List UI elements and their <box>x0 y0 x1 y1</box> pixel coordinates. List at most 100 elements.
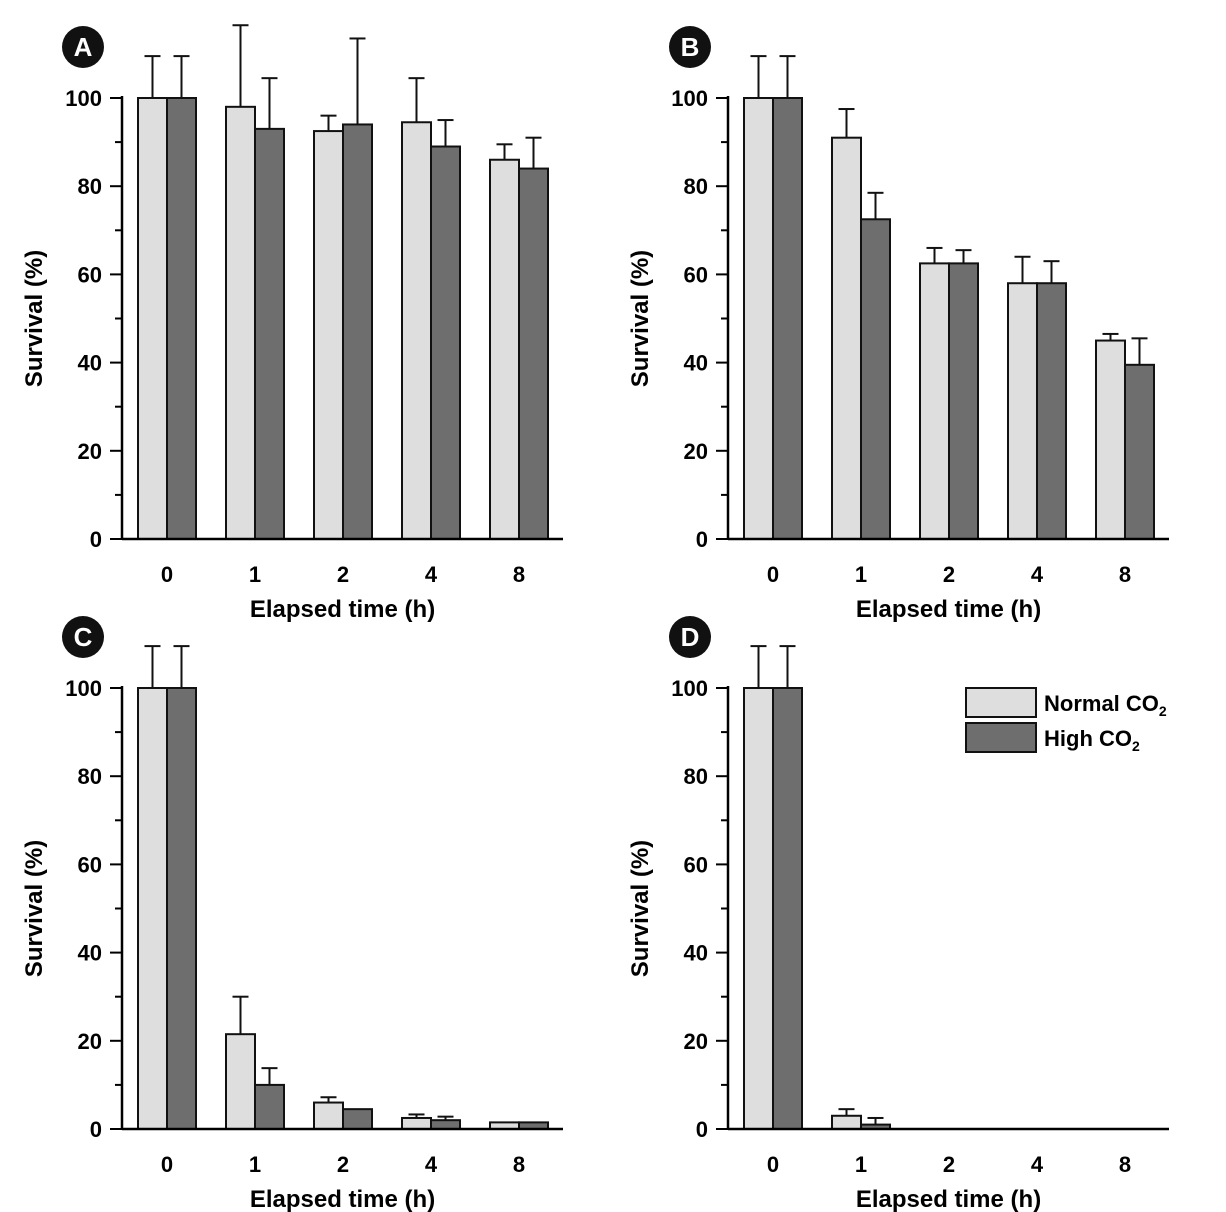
bar-high-co2 <box>772 687 803 1130</box>
x-tick-label: 4 <box>425 1152 438 1177</box>
y-tick-label: 60 <box>78 852 102 877</box>
y-tick-label: 80 <box>78 764 102 789</box>
panel-badge <box>669 26 711 68</box>
y-axis-title: Survival (%) <box>627 840 654 977</box>
bar-high-co2 <box>342 123 373 541</box>
bar-high-co2 <box>430 145 461 540</box>
x-tick-label: 4 <box>1031 562 1044 587</box>
x-axis-title: Elapsed time (h) <box>250 596 435 623</box>
legend: Normal CO2 High CO2 <box>965 687 1167 754</box>
y-tick-label: 40 <box>78 941 102 966</box>
legend-label: Normal CO2 <box>1044 691 1167 719</box>
bar-normal-co2 <box>137 97 168 540</box>
panel-badge <box>669 616 711 658</box>
y-tick-label: 40 <box>684 941 708 966</box>
x-axis-title: Elapsed time (h) <box>856 596 1041 623</box>
bar-normal-co2 <box>743 97 774 540</box>
y-tick-label: 100 <box>671 86 708 111</box>
bar-high-co2 <box>254 127 285 540</box>
x-tick-label: 4 <box>1031 1152 1044 1177</box>
y-tick-label: 40 <box>684 351 708 376</box>
x-tick-label: 1 <box>855 562 867 587</box>
bar-normal-co2 <box>919 262 950 540</box>
y-axis-title: Survival (%) <box>627 250 654 387</box>
bar-high-co2 <box>342 1108 373 1131</box>
y-tick-label: 100 <box>65 676 102 701</box>
x-tick-label: 1 <box>249 1152 261 1177</box>
y-tick-label: 80 <box>684 174 708 199</box>
panel-letter: D <box>681 622 700 652</box>
bar-normal-co2 <box>1095 339 1126 540</box>
y-tick-label: 0 <box>696 527 708 552</box>
bar-normal-co2 <box>1007 282 1038 540</box>
y-axis-title: Survival (%) <box>21 250 48 387</box>
y-tick-label: 60 <box>684 852 708 877</box>
x-axis-title: Elapsed time (h) <box>250 1186 435 1212</box>
panel-letter: A <box>74 32 93 62</box>
panel-badge <box>62 616 104 658</box>
bar-high-co2 <box>166 687 197 1130</box>
y-tick-label: 20 <box>684 439 708 464</box>
x-tick-label: 1 <box>855 1152 867 1177</box>
x-tick-label: 0 <box>161 1152 173 1177</box>
y-tick-label: 80 <box>684 764 708 789</box>
x-tick-label: 2 <box>337 562 349 587</box>
x-tick-label: 4 <box>425 562 438 587</box>
x-tick-label: 2 <box>943 1152 955 1177</box>
bar-high-co2 <box>1036 282 1067 540</box>
bar-normal-co2 <box>313 130 344 540</box>
bar-normal-co2 <box>313 1101 344 1131</box>
bar-normal-co2 <box>831 1114 862 1131</box>
x-tick-label: 0 <box>767 1152 779 1177</box>
y-tick-label: 60 <box>684 262 708 287</box>
y-tick-label: 20 <box>78 439 102 464</box>
bar-high-co2 <box>948 262 979 540</box>
y-tick-label: 20 <box>78 1029 102 1054</box>
legend-label: High CO2 <box>1044 726 1140 754</box>
y-tick-label: 40 <box>78 351 102 376</box>
y-axis-title: Survival (%) <box>21 840 48 977</box>
bar-normal-co2 <box>831 136 862 540</box>
y-tick-label: 0 <box>696 1117 708 1142</box>
y-tick-label: 80 <box>78 174 102 199</box>
y-tick-label: 0 <box>90 527 102 552</box>
bar-high-co2 <box>166 97 197 540</box>
y-tick-label: 60 <box>78 262 102 287</box>
bar-normal-co2 <box>225 105 256 540</box>
y-tick-label: 20 <box>684 1029 708 1054</box>
y-tick-label: 100 <box>65 86 102 111</box>
x-tick-label: 8 <box>1119 562 1131 587</box>
bar-high-co2 <box>430 1119 461 1131</box>
x-axis-title: Elapsed time (h) <box>856 1186 1041 1212</box>
bar-high-co2 <box>518 167 549 540</box>
bar-normal-co2 <box>489 158 520 541</box>
y-tick-label: 100 <box>671 676 708 701</box>
legend-swatch <box>965 722 1037 753</box>
bar-high-co2 <box>1124 363 1155 540</box>
panel-badge <box>62 26 104 68</box>
bar-normal-co2 <box>743 687 774 1130</box>
panel-letter: C <box>74 622 93 652</box>
x-tick-label: 8 <box>513 1152 525 1177</box>
x-tick-label: 0 <box>767 562 779 587</box>
bar-normal-co2 <box>225 1033 256 1131</box>
legend-swatch <box>965 687 1037 718</box>
bar-normal-co2 <box>137 687 168 1130</box>
x-tick-label: 2 <box>337 1152 349 1177</box>
x-tick-label: 8 <box>1119 1152 1131 1177</box>
bar-high-co2 <box>860 218 891 540</box>
x-tick-label: 0 <box>161 562 173 587</box>
x-tick-label: 8 <box>513 562 525 587</box>
bar-high-co2 <box>254 1083 285 1131</box>
bar-normal-co2 <box>401 121 432 540</box>
x-tick-label: 1 <box>249 562 261 587</box>
bar-normal-co2 <box>401 1116 432 1130</box>
y-tick-label: 0 <box>90 1117 102 1142</box>
bar-high-co2 <box>772 97 803 540</box>
x-tick-label: 2 <box>943 562 955 587</box>
